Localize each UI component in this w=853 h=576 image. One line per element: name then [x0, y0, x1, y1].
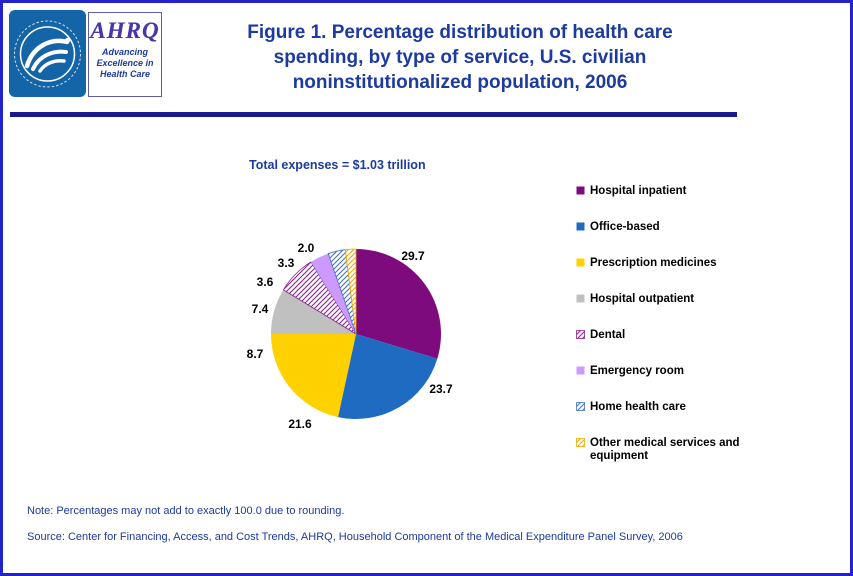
legend-swatch-icon: [576, 258, 585, 267]
legend-item-hospital-inpatient: Hospital inpatient: [576, 185, 758, 198]
legend-label: Emergency room: [590, 365, 684, 377]
legend-swatch-icon: [576, 438, 585, 447]
legend-label: Home health care: [590, 401, 686, 413]
legend-swatch-icon: [576, 330, 585, 339]
pie-slice-other-medical-services-and-equipment: [344, 248, 357, 335]
legend-label: Hospital inpatient: [590, 185, 687, 197]
ahrq-logo-tagline: Advancing Excellence in Health Care: [96, 47, 154, 79]
note-text: Note: Percentages may not add to exactly…: [27, 505, 345, 517]
legend-swatch-icon: [576, 366, 585, 375]
legend-item-dental: Dental: [576, 329, 758, 342]
pie-slice-emergency-room: [310, 253, 356, 334]
pie-chart: 29.7 23.7 21.6 8.7 7.4 3.6 3.32.0: [247, 241, 453, 431]
hhs-logo: [9, 10, 86, 97]
legend-label: Other medical services and equipment: [590, 437, 740, 462]
legend-item-emergency-room: Emergency room: [576, 365, 758, 378]
page-title-line-2: spending, by type of service, U.S. civil…: [273, 47, 647, 69]
slice-value-label-dental: 7.4: [252, 302, 269, 316]
slice-value-label-home-health-care: 3.3: [278, 256, 295, 270]
page-title-line-3: noninstitutionalized population, 2006: [292, 72, 628, 94]
legend-item-prescription-medicines: Prescription medicines: [576, 257, 758, 270]
hhs-eagle-icon: [14, 20, 81, 88]
legend-swatch-icon: [576, 222, 585, 231]
slice-value-label-prescription-medicines: 21.6: [288, 417, 312, 431]
header-divider: [10, 112, 737, 117]
slice-value-label-emergency-room: 3.6: [257, 275, 274, 289]
slice-value-label-hospital-outpatient: 8.7: [247, 347, 264, 361]
page-title-line-1: Figure 1. Percentage distribution of hea…: [247, 22, 673, 43]
chart-legend: Hospital inpatient Office-based Prescripti…: [576, 185, 758, 463]
pie-slice-prescription-medicines: [271, 334, 356, 418]
legend-item-home-health-care: Home health care: [576, 401, 758, 414]
total-expenses-label: Total expenses = $1.03 trillion: [249, 158, 426, 172]
ahrq-logo-acronym: AHRQ: [90, 18, 160, 43]
source-text: Source: Center for Financing, Access, an…: [27, 531, 683, 543]
legend-item-hospital-outpatient: Hospital outpatient: [576, 293, 758, 306]
legend-swatch-icon: [576, 294, 585, 303]
legend-swatch-icon: [576, 402, 585, 411]
slice-value-label-office-based: 23.7: [429, 382, 453, 396]
ahrq-logo: AHRQ Advancing Excellence in Health Care: [88, 12, 162, 97]
legend-label: Office-based: [590, 221, 660, 233]
page-title: Figure 1. Percentage distribution of hea…: [180, 20, 740, 95]
pie-slice-hospital-outpatient: [271, 289, 356, 334]
pie-slice-office-based: [337, 334, 438, 420]
legend-swatch-icon: [576, 186, 585, 195]
legend-label: Prescription medicines: [590, 257, 717, 269]
legend-label: Hospital outpatient: [590, 293, 695, 305]
pie-slice-dental: [282, 261, 357, 335]
pie-slice-hospital-inpatient: [356, 249, 442, 359]
slice-value-label-hospital-inpatient: 29.7: [401, 249, 425, 263]
slice-value-label-other-medical-services-and-equipment: 2.0: [298, 241, 315, 255]
legend-label: Dental: [590, 329, 626, 341]
legend-item-office-based: Office-based: [576, 221, 758, 234]
legend-item-other-medical-services-and-equipment: Other medical services and equipment: [576, 437, 758, 463]
